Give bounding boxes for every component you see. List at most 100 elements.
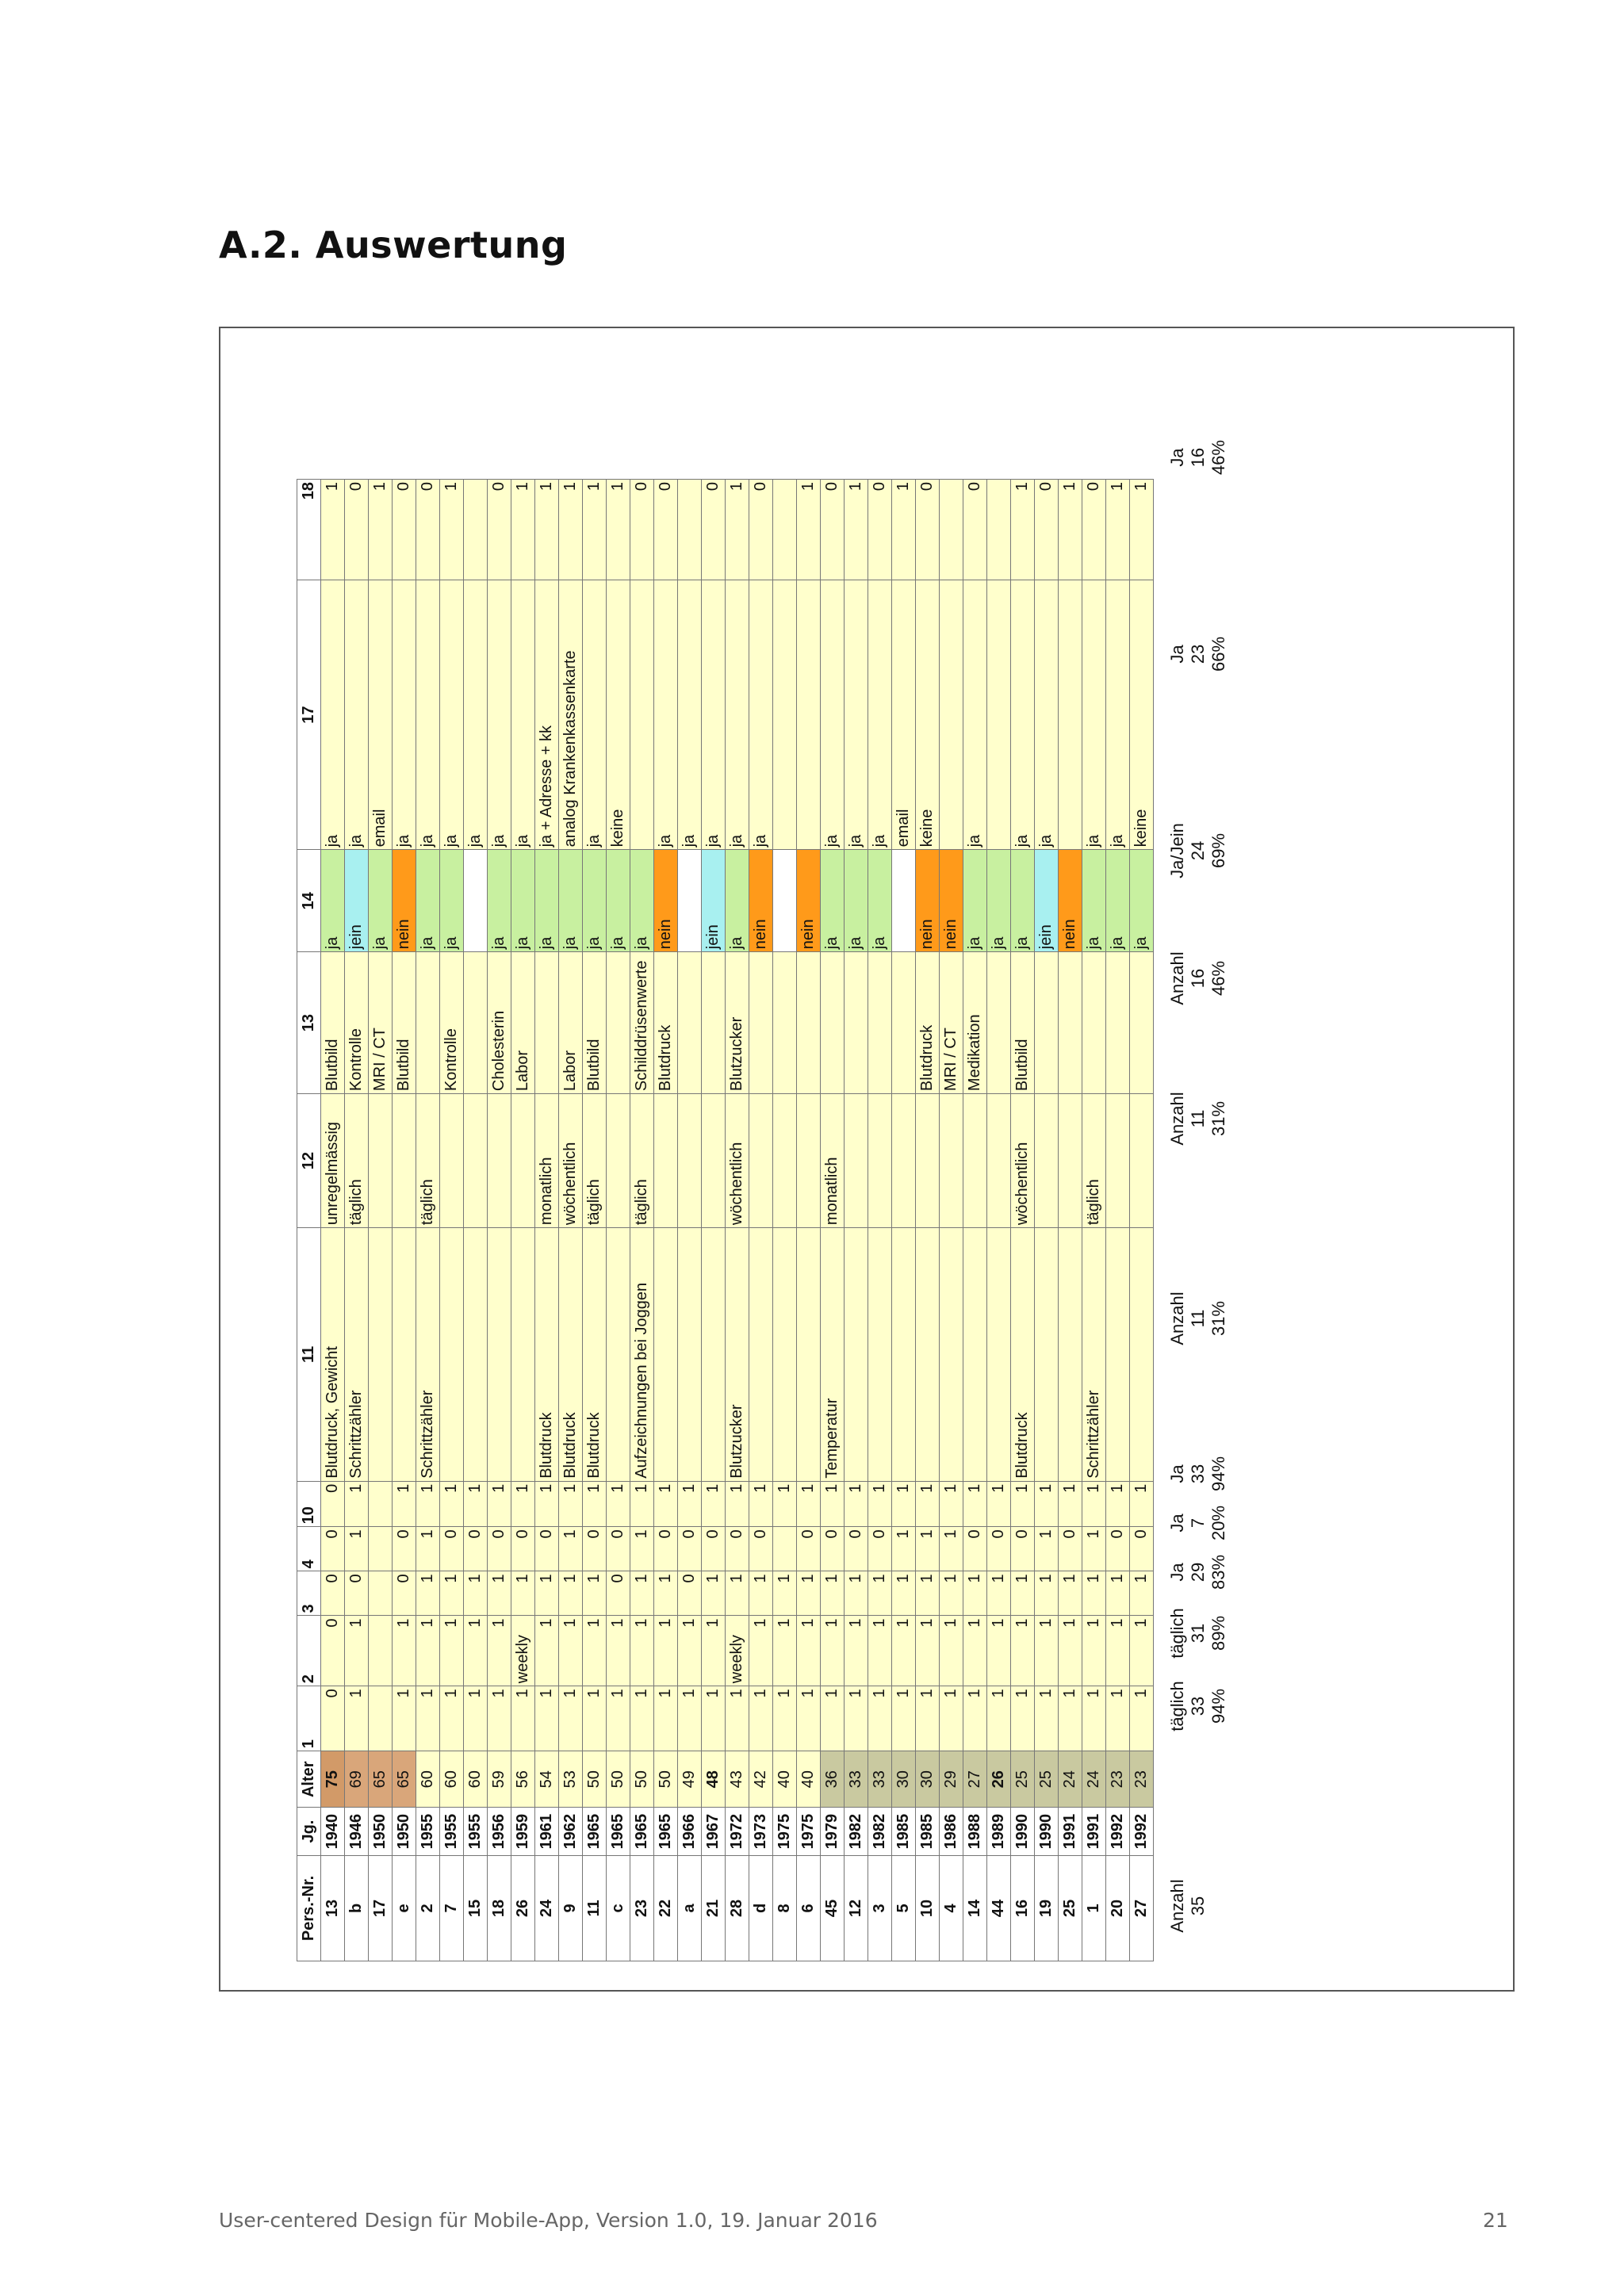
- cell-q11: [796, 1227, 821, 1482]
- summary-percent: 31%: [1208, 1300, 1228, 1337]
- cell-q11: [653, 1227, 678, 1482]
- table-row: e 1950 65 1 1 0 0 1 Blutbild nein ja 0: [392, 479, 416, 1961]
- cell-q18: [939, 479, 963, 580]
- cell-q13: Medikation: [963, 951, 987, 1094]
- cell-q13: [868, 951, 892, 1094]
- cell-q2: 1: [1058, 1615, 1082, 1686]
- cell-q4: 1: [1034, 1526, 1059, 1571]
- cell-jg: 1950: [392, 1807, 416, 1856]
- cell-q12: unregelmässig: [320, 1093, 345, 1228]
- cell-q11: Blutdruck: [582, 1227, 607, 1482]
- cell-q14: [891, 849, 916, 952]
- summary-value: 33: [1188, 1464, 1208, 1484]
- cell-jg: 1991: [1082, 1807, 1106, 1856]
- cell-pers-nr: d: [749, 1855, 773, 1961]
- cell-q12: [1129, 1093, 1154, 1228]
- cell-jg: 1965: [630, 1807, 654, 1856]
- cell-q10: 1: [796, 1481, 821, 1527]
- cell-q17: [1058, 580, 1082, 850]
- cell-q11: Blutdruck, Gewicht: [320, 1227, 345, 1482]
- cell-alter: 25: [1010, 1751, 1035, 1808]
- cell-q14: ja: [630, 849, 654, 952]
- cell-q18: 0: [344, 479, 369, 580]
- cell-q2: weekly: [725, 1615, 749, 1686]
- cell-q11: [463, 1227, 488, 1482]
- cell-q12: [392, 1093, 416, 1228]
- cell-jg: 1950: [368, 1807, 393, 1856]
- cell-q1: 1: [1105, 1686, 1130, 1751]
- cell-pers-nr: 7: [439, 1855, 464, 1961]
- cell-q1: 1: [653, 1686, 678, 1751]
- figure-frame: [219, 327, 1515, 1992]
- cell-q13: [891, 951, 916, 1094]
- table-row: c 1965 50 1 1 0 0 1 ja keine 1: [606, 479, 630, 1961]
- cell-alter: 65: [368, 1751, 393, 1808]
- summary-c13: Anzahl 16 46%: [1167, 907, 1229, 1050]
- cell-q17: [939, 580, 963, 850]
- cell-q1: 1: [986, 1686, 1011, 1751]
- cell-pers-nr: 3: [868, 1855, 892, 1961]
- cell-q4: 1: [891, 1526, 916, 1571]
- cell-q1: 1: [820, 1686, 845, 1751]
- cell-q4: 0: [463, 1526, 488, 1571]
- cell-jg: 1982: [844, 1807, 868, 1856]
- cell-q17: [796, 580, 821, 850]
- cell-q13: Schilddrüsenwerte: [630, 951, 654, 1094]
- cell-q2: 1: [558, 1615, 583, 1686]
- cell-q1: 1: [1129, 1686, 1154, 1751]
- cell-q12: [701, 1093, 726, 1228]
- summary-value: 16: [1188, 968, 1208, 989]
- cell-q4: 0: [963, 1526, 987, 1571]
- cell-q14: ja: [868, 849, 892, 952]
- cell-q3: 1: [630, 1571, 654, 1616]
- cell-q18: [772, 479, 797, 580]
- cell-pers-nr: 28: [725, 1855, 749, 1961]
- cell-q13: Blutdruck: [653, 951, 678, 1094]
- cell-alter: 27: [963, 1751, 987, 1808]
- cell-q1: 1: [344, 1686, 369, 1751]
- cell-jg: 1966: [677, 1807, 702, 1856]
- cell-q17: ja: [344, 580, 369, 850]
- summary-percent: 46%: [1208, 960, 1228, 997]
- cell-q14: jein: [701, 849, 726, 952]
- cell-pers-nr: 25: [1058, 1855, 1082, 1961]
- cell-q10: 1: [463, 1481, 488, 1527]
- cell-q11: [487, 1227, 511, 1482]
- cell-q17: email: [368, 580, 393, 850]
- section-heading: A.2. Auswertung: [219, 224, 568, 266]
- cell-q1: 1: [416, 1686, 440, 1751]
- summary-c4: Ja 7 20%: [1167, 1498, 1229, 1548]
- cell-q10: 1: [844, 1481, 868, 1527]
- cell-alter: 50: [606, 1751, 630, 1808]
- cell-alter: 24: [1082, 1751, 1106, 1808]
- cell-alter: 56: [511, 1751, 535, 1808]
- cell-q1: 1: [439, 1686, 464, 1751]
- cell-q3: 0: [344, 1571, 369, 1616]
- cell-pers-nr: a: [677, 1855, 702, 1961]
- cell-alter: 60: [439, 1751, 464, 1808]
- cell-q3: 1: [463, 1571, 488, 1616]
- cell-q14: ja: [725, 849, 749, 952]
- summary-value: 11: [1188, 1309, 1208, 1328]
- cell-q13: MRI / CT: [939, 951, 963, 1094]
- cell-pers-nr: 44: [986, 1855, 1011, 1961]
- cell-pers-nr: 26: [511, 1855, 535, 1961]
- cell-q13: Blutzucker: [725, 951, 749, 1094]
- cell-q2: 1: [582, 1615, 607, 1686]
- cell-q3: 1: [653, 1571, 678, 1616]
- summary-c12: Anzahl 11 31%: [1167, 1050, 1229, 1188]
- cell-q11: [701, 1227, 726, 1482]
- cell-jg: 1985: [915, 1807, 940, 1856]
- cell-q12: [1058, 1093, 1082, 1228]
- cell-pers-nr: 12: [844, 1855, 868, 1961]
- table-row: 5 1985 30 1 1 1 1 1 email 1: [891, 479, 916, 1961]
- cell-q4: 0: [534, 1526, 559, 1571]
- table-row: 7 1955 60 1 1 1 0 1 Kontrolle ja ja 1: [439, 479, 464, 1961]
- cell-q13: Kontrolle: [439, 951, 464, 1094]
- cell-jg: 1992: [1129, 1807, 1154, 1856]
- summary-value: 29: [1188, 1562, 1208, 1582]
- summary-label: Anzahl: [1167, 1092, 1187, 1146]
- cell-q17: ja: [463, 580, 488, 850]
- cell-pers-nr: b: [344, 1855, 369, 1961]
- cell-q10: 1: [534, 1481, 559, 1527]
